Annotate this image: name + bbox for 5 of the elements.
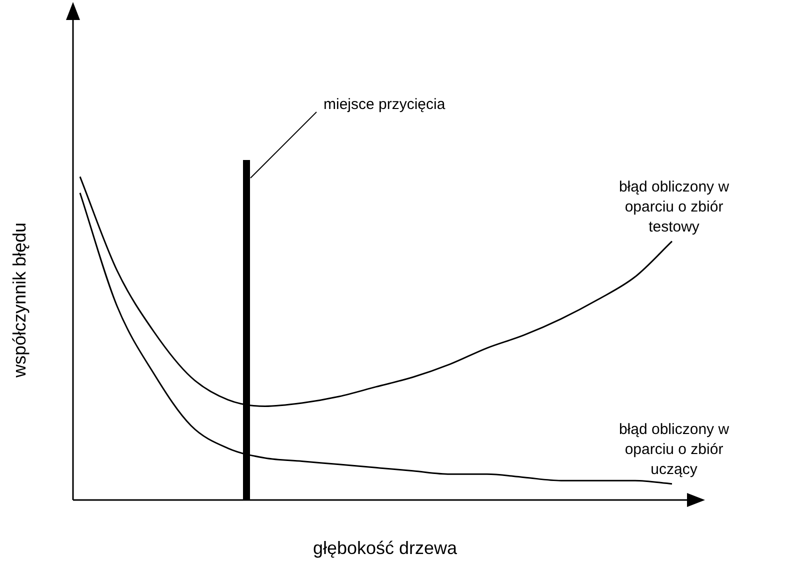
- x-axis-title: głębokość drzewa: [312, 538, 458, 559]
- series-label: błąd obliczony w oparciu o zbiór uczący: [618, 420, 730, 478]
- text: miejsce przycięcia: [324, 96, 446, 114]
- text: błąd obliczony w oparciu o zbiór testowy: [618, 178, 730, 236]
- y-axis-title: współczynnik błędu: [10, 222, 30, 378]
